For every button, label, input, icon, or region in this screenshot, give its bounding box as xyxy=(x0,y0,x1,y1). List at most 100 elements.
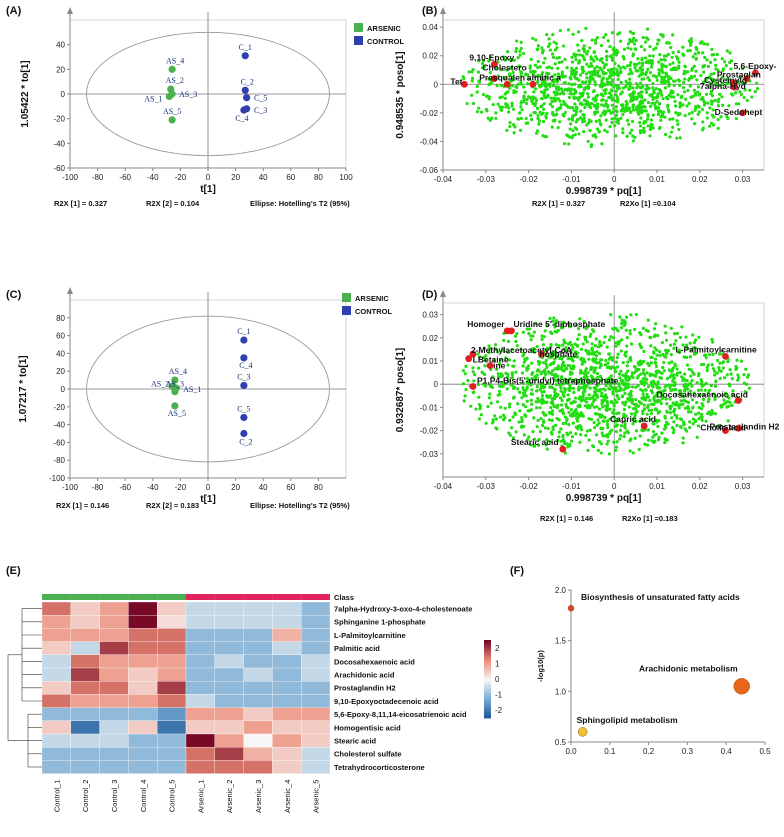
x-tick-label: -0.02 xyxy=(519,175,538,184)
metabolite-label: Prostaglan xyxy=(717,70,761,80)
loading-point xyxy=(619,434,623,438)
heatmap-cell xyxy=(70,760,100,774)
loading-point xyxy=(516,56,520,60)
loading-point xyxy=(640,360,644,364)
scale-step xyxy=(484,684,491,688)
loading-point xyxy=(482,65,487,69)
loading-point xyxy=(508,402,512,406)
loading-point xyxy=(616,97,620,101)
loading-point xyxy=(735,358,739,362)
loading-point xyxy=(540,104,544,108)
loading-point xyxy=(510,371,514,375)
loading-point xyxy=(542,93,546,98)
heatmap-cell xyxy=(243,707,273,721)
loading-point xyxy=(681,45,685,49)
x-tick-label: 80 xyxy=(314,173,323,182)
highlight-point xyxy=(739,109,746,117)
loading-point xyxy=(559,87,564,91)
loading-point xyxy=(627,72,631,76)
loading-point xyxy=(563,451,568,455)
metabolite-label: Cholic acid xyxy=(700,422,745,432)
loading-point xyxy=(605,419,610,423)
loading-point xyxy=(595,384,599,388)
loading-point xyxy=(571,386,576,390)
loading-point xyxy=(707,397,711,401)
loading-point xyxy=(609,400,613,404)
loading-point xyxy=(619,326,624,330)
loading-point xyxy=(532,90,536,94)
loading-point xyxy=(499,108,503,112)
loading-point xyxy=(650,402,654,406)
loading-point xyxy=(629,110,633,114)
loading-point xyxy=(546,44,551,48)
loading-point xyxy=(594,41,598,45)
loading-point xyxy=(699,415,703,419)
highlight-point xyxy=(722,352,729,360)
heatmap-cell xyxy=(41,667,71,682)
loading-point xyxy=(512,58,516,62)
loading-point xyxy=(563,441,567,446)
scale-step xyxy=(484,686,491,690)
loading-point xyxy=(632,365,637,369)
loading-point xyxy=(701,80,706,84)
loading-point xyxy=(524,414,528,418)
loading-point xyxy=(554,343,558,347)
loading-point xyxy=(664,72,669,76)
loading-point xyxy=(658,68,662,72)
loading-point xyxy=(473,373,477,377)
loading-point xyxy=(566,321,570,326)
loading-point xyxy=(519,82,523,86)
loading-point xyxy=(609,366,613,371)
loading-point xyxy=(612,415,616,419)
scale-step xyxy=(484,647,491,651)
loading-point xyxy=(659,118,663,122)
loading-point xyxy=(507,106,511,110)
panel-c: -100 -80 -60 -40 -20 0 20 40 60 80-100-80-60-40-2… xyxy=(6,287,392,510)
loading-point xyxy=(542,91,547,95)
row-label: Prostaglandin H2 xyxy=(334,684,396,693)
loading-point xyxy=(619,71,623,75)
loading-point xyxy=(593,104,597,109)
loading-point xyxy=(668,117,672,121)
loading-point xyxy=(512,395,516,399)
sample-point xyxy=(168,116,176,124)
heatmap-cell xyxy=(128,641,158,655)
loading-point xyxy=(574,77,578,81)
loading-point xyxy=(471,366,475,370)
loading-point xyxy=(738,90,742,94)
x-tick-label: 0 xyxy=(206,483,211,492)
scale-step xyxy=(484,708,491,711)
sample-label: AS_3 xyxy=(179,90,197,99)
x-tick-label: 0.01 xyxy=(649,482,665,491)
loading-point xyxy=(625,102,629,106)
loading-point xyxy=(713,384,718,388)
loading-point xyxy=(493,343,498,347)
loading-point xyxy=(488,392,492,396)
loading-point xyxy=(604,102,608,106)
loading-point xyxy=(549,351,554,355)
loading-point xyxy=(631,54,635,58)
loading-point xyxy=(568,324,572,329)
loading-point xyxy=(577,132,581,136)
loading-point xyxy=(669,353,673,357)
loading-point xyxy=(559,403,563,407)
x-tick-label: 0.02 xyxy=(692,175,708,184)
loading-point xyxy=(467,70,471,74)
loading-point xyxy=(709,89,714,93)
loading-point xyxy=(585,340,589,344)
loading-point xyxy=(573,413,578,418)
loading-point xyxy=(624,315,629,319)
loading-point xyxy=(541,49,545,53)
loading-point xyxy=(508,57,512,62)
loading-point xyxy=(614,134,618,138)
loading-point xyxy=(673,383,677,388)
loading-point xyxy=(633,436,637,440)
loading-point xyxy=(614,369,618,374)
x-tick-label: 40 xyxy=(259,483,268,492)
loading-point xyxy=(542,390,546,394)
loading-point xyxy=(537,119,542,123)
loading-point xyxy=(514,339,518,344)
loading-point xyxy=(565,379,569,383)
loading-point xyxy=(672,346,676,350)
loading-point xyxy=(533,74,537,79)
